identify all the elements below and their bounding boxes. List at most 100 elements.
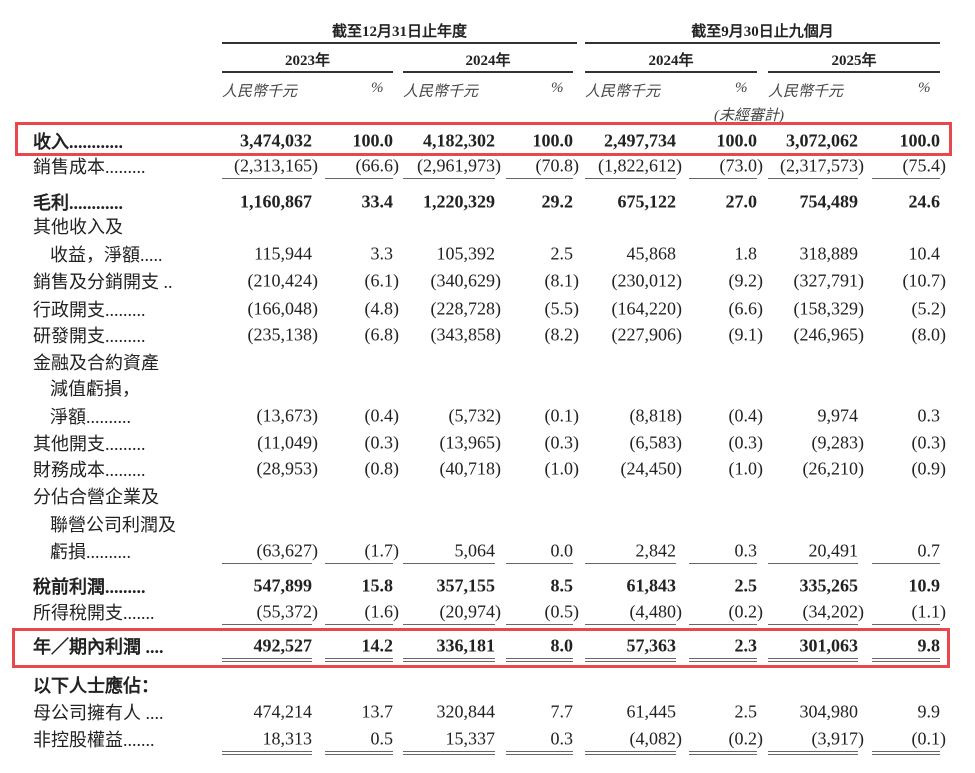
underline (325, 658, 393, 659)
row-value: (1.0) (729, 459, 764, 480)
underline (689, 624, 757, 625)
value-text: 9.8 (917, 635, 941, 656)
row-value: (0.4) (365, 406, 400, 427)
value-text: (13,673) (256, 405, 319, 426)
underline (403, 751, 495, 752)
row-value: (340,629) (431, 271, 502, 292)
row-value: (11,049) (257, 433, 318, 454)
row-value: (158,329) (794, 299, 865, 320)
row-value: (63,627) (257, 541, 319, 562)
value-text: (63,627) (256, 540, 319, 561)
row-value: (230,012) (612, 271, 683, 292)
value-text: (0.1) (544, 405, 580, 426)
value-text: (11,049) (257, 432, 318, 453)
underline-double (403, 754, 495, 755)
value-text: 2.3 (734, 635, 758, 656)
row-label: 淨額.......... (50, 407, 131, 427)
header-group-annual: 截至12月31日止年度 (331, 24, 467, 40)
row-value: (75.4) (903, 156, 947, 177)
value-text: (0.3) (911, 432, 947, 453)
value-text: (24,450) (620, 458, 683, 479)
row-value: (8,818) (630, 406, 683, 427)
value-text: (0.4) (728, 405, 764, 426)
row-value: 9.9 (918, 702, 941, 723)
value-text: (230,012) (611, 270, 683, 291)
value-text: (235,138) (247, 324, 319, 345)
underline-double (325, 661, 393, 662)
row-value: (9.2) (729, 271, 764, 292)
year-header-rule (222, 71, 393, 73)
row-value: 3.3 (371, 244, 394, 265)
row-value: 357,155 (437, 576, 496, 597)
value-text: 57,363 (626, 635, 677, 656)
value-text: 8.5 (550, 575, 574, 596)
row-value: 57,363 (627, 636, 677, 657)
row-value: 61,843 (627, 576, 677, 597)
underline (403, 563, 495, 564)
row-label: 研發開支......... (33, 326, 146, 346)
unit-percent: % (371, 80, 384, 96)
row-value: (1.0) (545, 459, 580, 480)
row-value: 15.8 (362, 576, 394, 597)
underline (585, 178, 676, 179)
value-text: 15,337 (445, 728, 496, 749)
row-value: 4,182,302 (423, 131, 495, 152)
value-text: (2,961,973) (417, 155, 501, 176)
value-text: (0.3) (364, 432, 400, 453)
row-value: (164,220) (612, 299, 683, 320)
row-value: 754,489 (800, 192, 859, 213)
underline (403, 658, 495, 659)
underline (325, 751, 393, 752)
row-value: 474,214 (254, 702, 313, 723)
value-text: (13,965) (439, 432, 502, 453)
underline-double (689, 754, 757, 755)
year-header-rule (585, 71, 757, 73)
value-text: (0.2) (728, 601, 764, 622)
year-header-rule (403, 71, 573, 73)
row-value: (13,673) (257, 406, 319, 427)
underline-double (506, 754, 573, 755)
value-text: (228,728) (430, 298, 502, 319)
underline (403, 178, 495, 179)
row-value: (0.2) (729, 729, 764, 750)
row-value: (34,202) (803, 602, 865, 623)
row-value: (1.1) (912, 602, 947, 623)
value-text: 14.2 (361, 635, 394, 656)
value-text: (6,583) (629, 432, 683, 453)
value-text: 0.3 (734, 540, 758, 561)
row-label: 行政開支......... (33, 300, 146, 320)
row-value: (166,048) (248, 299, 319, 320)
underline (585, 658, 676, 659)
row-label: 毛利............ (33, 193, 123, 213)
underline (585, 624, 676, 625)
value-text: (9.1) (728, 324, 764, 345)
value-text: 0.3 (550, 728, 574, 749)
value-text: 61,843 (626, 575, 677, 596)
value-text: (340,629) (430, 270, 502, 291)
underline (506, 563, 573, 564)
value-text: 0.7 (917, 540, 941, 561)
row-value: 0.7 (918, 541, 941, 562)
value-text: (9.2) (728, 270, 764, 291)
underline (222, 178, 312, 179)
row-label: 非控股權益....... (33, 730, 155, 750)
value-text: 304,980 (799, 701, 859, 722)
row-label: 虧損.......... (50, 542, 131, 562)
value-text: (210,424) (247, 270, 319, 291)
underline-double (585, 661, 676, 662)
unit-percent: % (735, 80, 748, 96)
row-value: 100.0 (717, 131, 758, 152)
value-text: (34,202) (802, 601, 865, 622)
value-text: (55,372) (256, 601, 319, 622)
row-value: 547,899 (254, 576, 313, 597)
unit-percent: % (551, 80, 564, 96)
underline (325, 178, 393, 179)
value-text: 1,220,329 (423, 191, 495, 212)
row-value: (6.6) (729, 299, 764, 320)
row-value: (0.3) (729, 433, 764, 454)
value-text: 547,899 (253, 575, 313, 596)
value-text: 4,182,302 (423, 130, 495, 151)
underline (585, 751, 676, 752)
value-text: 115,944 (254, 243, 312, 264)
underline (506, 178, 573, 179)
